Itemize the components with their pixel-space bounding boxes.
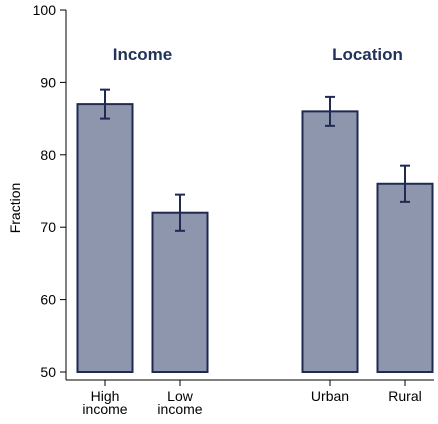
y-axis-title: Fraction [7, 183, 23, 234]
x-tick-label: Rural [388, 388, 421, 404]
bar [76, 103, 134, 374]
x-tick-label: Low [167, 388, 194, 404]
bar [151, 211, 209, 373]
y-tick-label: 70 [40, 219, 56, 235]
bar [301, 110, 359, 374]
y-tick-label: 60 [40, 292, 56, 308]
x-tick-label: income [157, 401, 202, 417]
y-tick-label: 100 [33, 2, 57, 18]
x-tick-label: Urban [311, 388, 349, 404]
y-tick-label: 90 [40, 74, 56, 90]
x-tick-label: income [82, 401, 127, 417]
group-label: Income [113, 45, 173, 64]
y-tick-label: 50 [40, 364, 56, 380]
x-tick-label: High [91, 388, 120, 404]
y-tick-label: 80 [40, 147, 56, 163]
error-bars [100, 88, 410, 232]
bar [376, 182, 434, 373]
y-ticks: 50 60 70 80 90 100 [33, 2, 66, 380]
group-labels: Income Location [113, 45, 403, 64]
bars [76, 103, 434, 374]
group-label: Location [332, 45, 403, 64]
